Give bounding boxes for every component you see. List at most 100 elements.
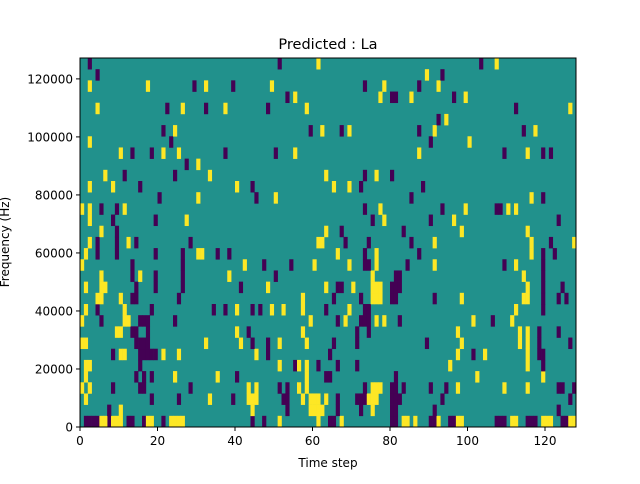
- heatmap-cell-high: [370, 281, 375, 294]
- heatmap-cell-low: [328, 415, 333, 428]
- heatmap-cell-low: [331, 415, 337, 428]
- x-tick-label: 20: [150, 434, 165, 448]
- heatmap-cell-high: [502, 382, 507, 394]
- heatmap-cell-high: [111, 181, 116, 193]
- heatmap-cell-low: [328, 348, 333, 361]
- heatmap-cell-high: [250, 404, 255, 417]
- heatmap-cell-low: [541, 359, 546, 372]
- heatmap-cell-high: [83, 304, 89, 316]
- heatmap-cell-low: [335, 359, 340, 372]
- heatmap-cell-low: [238, 281, 244, 294]
- heatmap-cell-high: [99, 292, 104, 305]
- heatmap-cell-low: [83, 415, 89, 428]
- heatmap-cell-low: [227, 248, 232, 260]
- heatmap-cell-low: [153, 270, 158, 282]
- heatmap-cell-low: [502, 147, 507, 159]
- heatmap-cell-low: [494, 415, 499, 428]
- heatmap-cell-high: [525, 382, 530, 394]
- heatmap-cell-high: [351, 281, 356, 294]
- heatmap-cell-high: [215, 371, 220, 383]
- heatmap-cell-low: [324, 371, 329, 383]
- heatmap-cell-low: [223, 304, 228, 316]
- heatmap-cell-high: [471, 315, 476, 327]
- heatmap-cell-low: [142, 382, 147, 394]
- heatmap-cell-high: [432, 259, 437, 271]
- heatmap-cell-high: [324, 393, 329, 405]
- heatmap-cell-high: [118, 404, 123, 417]
- heatmap-cell-high: [83, 359, 89, 372]
- heatmap-cell-low: [393, 415, 399, 428]
- heatmap-cell-low: [409, 192, 414, 204]
- heatmap-cell-low: [250, 337, 255, 350]
- heatmap-cell-high: [176, 147, 182, 159]
- heatmap-cell-high: [370, 292, 375, 305]
- heatmap-cell-low: [285, 382, 290, 394]
- heatmap-cell-high: [304, 337, 309, 350]
- heatmap-cell-low: [393, 404, 399, 417]
- heatmap-cell-low: [142, 348, 147, 361]
- heatmap-cell-high: [99, 225, 104, 238]
- heatmap-cell-high: [483, 348, 488, 361]
- heatmap-cell-low: [362, 315, 368, 327]
- heatmap-cell-low: [114, 248, 120, 260]
- heatmap-cell-high: [80, 315, 85, 327]
- heatmap-cell-low: [436, 113, 441, 126]
- heatmap-cell-low: [355, 393, 360, 405]
- heatmap-cell-high: [374, 169, 379, 182]
- heatmap-cell-low: [502, 415, 507, 428]
- heatmap-cell-low: [335, 281, 340, 294]
- heatmap-cell-high: [145, 80, 151, 92]
- heatmap-cell-high: [176, 348, 182, 361]
- y-tick-label: 100000: [27, 130, 73, 144]
- heatmap-cell-high: [99, 281, 104, 294]
- heatmap-cell-low: [514, 102, 519, 115]
- heatmap-cell-high: [83, 337, 89, 350]
- heatmap-cell-low: [541, 259, 546, 271]
- heatmap-cell-low: [548, 147, 554, 159]
- heatmap-cell-high: [246, 382, 251, 394]
- heatmap-cell-low: [254, 192, 259, 204]
- heatmap-cell-low: [285, 404, 290, 417]
- heatmap-cell-low: [246, 326, 251, 338]
- heatmap-cell-high: [374, 292, 379, 305]
- heatmap-cell-low: [560, 281, 565, 294]
- y-tick-label: 60000: [35, 246, 73, 260]
- heatmap-cell-low: [134, 326, 139, 338]
- heatmap-cell-low: [335, 315, 340, 327]
- heatmap-cell-low: [362, 248, 368, 260]
- heatmap-cell-high: [316, 415, 321, 428]
- heatmap-cell-high: [103, 169, 108, 182]
- heatmap-cell-high: [238, 337, 244, 350]
- heatmap-cell-low: [564, 415, 569, 428]
- heatmap-cell-low: [452, 415, 457, 428]
- heatmap-cell-low: [184, 158, 189, 171]
- heatmap-cell-low: [169, 136, 174, 148]
- heatmap-cell-low: [537, 326, 542, 338]
- heatmap-cell-low: [552, 248, 557, 260]
- heatmap-cell-low: [145, 326, 151, 338]
- heatmap-cell-low: [498, 415, 503, 428]
- heatmap-cell-low: [161, 125, 166, 137]
- heatmap-cell-high: [525, 292, 530, 305]
- y-tick-label: 120000: [27, 72, 73, 86]
- heatmap-cell-high: [525, 337, 530, 350]
- heatmap-cell-high: [545, 415, 550, 428]
- heatmap-cell-low: [262, 415, 267, 428]
- heatmap-cell-high: [455, 382, 461, 394]
- heatmap-cell-high: [324, 225, 329, 238]
- heatmap-cell-low: [266, 337, 271, 350]
- heatmap-cell-low: [428, 214, 433, 227]
- heatmap-cell-high: [312, 259, 317, 271]
- heatmap-cell-high: [300, 292, 306, 305]
- heatmap-cell-low: [339, 125, 344, 137]
- heatmap-cell-high: [304, 359, 309, 372]
- heatmap-cell-low: [362, 80, 368, 92]
- heatmap-cell-high: [374, 393, 379, 405]
- heatmap-cell-high: [308, 315, 313, 327]
- heatmap-cell-low: [339, 225, 344, 238]
- heatmap-cell-high: [370, 382, 375, 394]
- heatmap-cell-low: [390, 169, 395, 182]
- x-tick-label: 100: [456, 434, 479, 448]
- heatmap-cell-high: [401, 415, 406, 428]
- x-tick-label: 80: [382, 434, 397, 448]
